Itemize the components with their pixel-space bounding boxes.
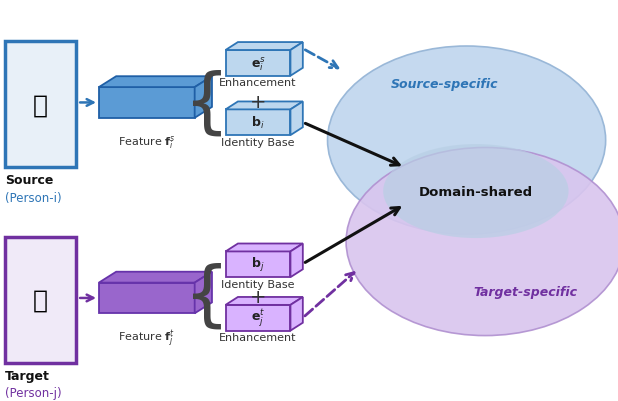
Text: {: { <box>184 262 230 331</box>
Polygon shape <box>226 43 303 51</box>
Polygon shape <box>99 77 212 88</box>
Text: Identity Base: Identity Base <box>221 279 294 289</box>
Text: {: { <box>184 69 230 138</box>
Text: Domain-shared: Domain-shared <box>419 185 533 198</box>
Polygon shape <box>226 110 290 136</box>
Polygon shape <box>290 43 303 77</box>
Text: (Person-i): (Person-i) <box>5 191 62 204</box>
Polygon shape <box>99 272 212 283</box>
Text: Feature $\mathbf{f}_i^s$: Feature $\mathbf{f}_i^s$ <box>118 133 175 150</box>
Text: Feature $\mathbf{f}_j^t$: Feature $\mathbf{f}_j^t$ <box>118 328 175 350</box>
Text: Enhancement: Enhancement <box>219 78 297 88</box>
Text: +: + <box>250 93 266 111</box>
Polygon shape <box>226 305 290 331</box>
Polygon shape <box>99 283 195 314</box>
FancyBboxPatch shape <box>5 237 76 363</box>
FancyBboxPatch shape <box>5 42 76 168</box>
Text: $\mathbf{b}_i$: $\mathbf{b}_i$ <box>252 115 265 131</box>
Text: $\mathbf{e}_i^s$: $\mathbf{e}_i^s$ <box>250 55 266 73</box>
Text: 👤: 👤 <box>33 288 48 312</box>
Polygon shape <box>226 51 290 77</box>
Text: Target: Target <box>5 369 50 382</box>
Polygon shape <box>195 77 212 118</box>
Text: Target-specific: Target-specific <box>473 285 577 298</box>
Polygon shape <box>226 102 303 110</box>
Text: $\mathbf{b}_j$: $\mathbf{b}_j$ <box>252 256 265 273</box>
Polygon shape <box>226 297 303 305</box>
Polygon shape <box>226 244 303 252</box>
Text: +: + <box>250 288 266 307</box>
Text: Source: Source <box>5 174 53 187</box>
Ellipse shape <box>346 148 618 336</box>
Text: Enhancement: Enhancement <box>219 332 297 342</box>
Polygon shape <box>290 297 303 331</box>
Polygon shape <box>195 272 212 314</box>
Text: (Person-j): (Person-j) <box>5 386 62 399</box>
Polygon shape <box>290 244 303 277</box>
Text: 👤: 👤 <box>33 93 48 117</box>
Text: Identity Base: Identity Base <box>221 137 294 147</box>
Ellipse shape <box>383 145 569 239</box>
Ellipse shape <box>328 47 606 235</box>
Polygon shape <box>226 252 290 277</box>
Polygon shape <box>290 102 303 136</box>
Polygon shape <box>99 88 195 118</box>
Text: Source-specific: Source-specific <box>391 77 499 90</box>
Text: $\mathbf{e}_j^t$: $\mathbf{e}_j^t$ <box>251 308 265 328</box>
